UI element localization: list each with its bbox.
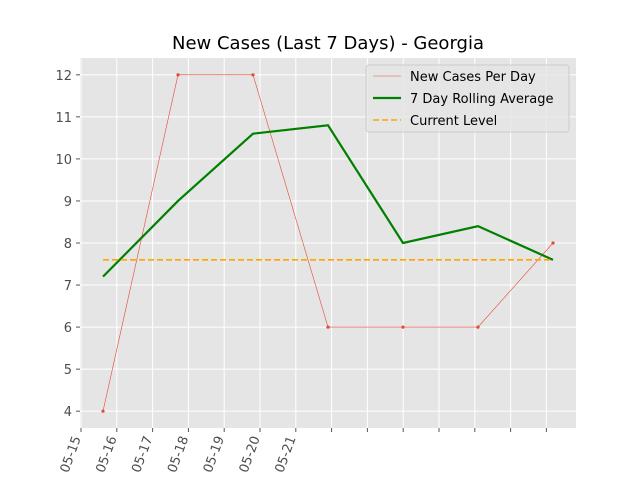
- data-point: [101, 409, 105, 413]
- legend-label: 7 Day Rolling Average: [410, 92, 553, 107]
- chart-title: New Cases (Last 7 Days) - Georgia: [172, 33, 484, 54]
- y-tick-label: 5: [64, 363, 72, 378]
- y-tick-label: 10: [55, 153, 72, 168]
- y-axis: 4 5 6 7 8 9 10 11 12: [55, 69, 80, 420]
- y-tick-label: 4: [64, 405, 72, 420]
- data-point: [476, 325, 480, 329]
- y-tick-label: 12: [55, 69, 72, 84]
- y-tick-label: 11: [55, 111, 72, 126]
- data-point: [176, 73, 180, 77]
- series-line-2: [102, 124, 554, 278]
- legend-box: [365, 64, 570, 133]
- series-layer: [101, 73, 555, 413]
- legend-label: Current Level: [410, 114, 497, 129]
- legend-label: New Cases Per Day: [410, 70, 536, 85]
- y-tick-label: 9: [64, 195, 72, 210]
- data-point: [401, 325, 405, 329]
- data-point: [326, 325, 330, 329]
- data-point: [251, 73, 255, 77]
- data-point: [551, 241, 555, 245]
- y-tick-label: 7: [64, 279, 72, 294]
- y-tick-label: 8: [64, 237, 72, 252]
- legend: New Cases Per Day 7 Day Rolling Average Cu…: [365, 64, 570, 133]
- y-tick-label: 6: [64, 321, 72, 336]
